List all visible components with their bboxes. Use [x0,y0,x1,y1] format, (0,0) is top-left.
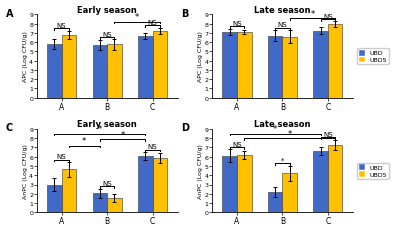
Text: NS: NS [323,13,333,19]
Text: NS: NS [102,31,112,37]
Text: NS: NS [232,21,242,27]
Y-axis label: AnPC (Log CFU/g): AnPC (Log CFU/g) [198,143,203,198]
Text: NS: NS [57,23,67,29]
Bar [223,156,237,212]
Y-axis label: APC (Log CFU/g): APC (Log CFU/g) [198,31,203,82]
Bar [62,36,76,98]
Bar [282,37,297,98]
Bar [47,45,62,98]
Legend: UBD, UBD5: UBD, UBD5 [357,49,389,65]
Bar [138,37,152,98]
Bar [313,152,328,212]
Bar [313,31,328,98]
Title: Late season: Late season [254,120,311,129]
Bar [47,185,62,212]
Y-axis label: AnPC (Log CFU/g): AnPC (Log CFU/g) [23,143,28,198]
Bar [93,46,107,98]
Title: Early season: Early season [77,6,137,15]
Text: *: * [288,129,292,138]
Bar [237,155,251,212]
Y-axis label: APC (Log CFU/g): APC (Log CFU/g) [23,31,28,82]
Bar [237,33,251,98]
Text: C: C [6,123,13,133]
Text: *: * [281,157,284,163]
Title: Late season: Late season [254,6,311,15]
Text: NS: NS [148,144,157,150]
Bar [223,33,237,98]
Bar [152,32,167,98]
Bar [107,45,122,98]
Text: NS: NS [148,20,157,26]
Text: *: * [120,130,125,139]
Text: NS: NS [102,180,112,186]
Bar [328,145,342,212]
Text: NS: NS [232,141,242,147]
Text: B: B [181,9,188,18]
Text: *: * [82,137,87,146]
Text: D: D [181,123,189,133]
Text: NS: NS [323,131,333,137]
Bar [152,158,167,212]
Text: NS: NS [277,22,287,28]
Text: *: * [310,9,314,18]
Text: NS: NS [57,153,67,159]
Text: *: * [98,125,102,134]
Bar [138,157,152,212]
Bar [93,193,107,212]
Bar [107,198,122,212]
Bar [268,36,282,98]
Legend: UBD, UBD5: UBD, UBD5 [357,163,389,179]
Text: *: * [273,125,277,134]
Title: Early season: Early season [77,120,137,129]
Text: *: * [135,13,139,22]
Text: A: A [6,9,13,18]
Bar [328,25,342,98]
Bar [268,192,282,212]
Bar [62,170,76,212]
Bar [282,174,297,212]
